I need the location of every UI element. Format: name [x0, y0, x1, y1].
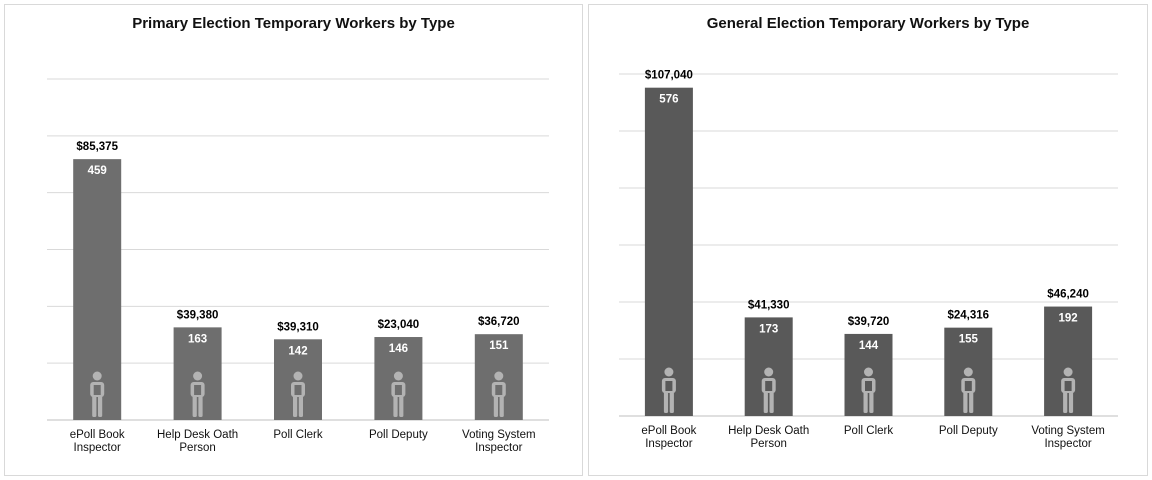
person-icon	[391, 371, 406, 417]
general-chart-panel: General Election Temporary Workers by Ty…	[588, 4, 1148, 476]
person-icon	[961, 367, 976, 413]
cost-label: $46,240	[1047, 289, 1089, 301]
category-label: Help Desk Oath Person	[728, 425, 809, 450]
person-icon	[491, 371, 506, 417]
category-label-line: Voting System	[462, 429, 536, 441]
chart-title: Primary Election Temporary Workers by Ty…	[132, 15, 455, 32]
bar	[73, 159, 122, 420]
category-label-line: Person	[750, 438, 786, 450]
bar-group: 144 $39,720 Poll Clerk	[844, 316, 893, 437]
count-label: 151	[489, 340, 509, 352]
cost-label: $85,375	[76, 141, 118, 153]
count-label: 459	[88, 165, 107, 177]
bar-group: 459 $85,375 ePoll Book Inspector	[70, 141, 125, 454]
bar-group: 576 $107,040 ePoll Book Inspector	[641, 70, 696, 450]
category-label: Voting System Inspector	[1031, 425, 1105, 450]
cost-label: $36,720	[478, 316, 520, 328]
category-label-line: Inspector	[1044, 438, 1091, 450]
bar	[644, 87, 693, 417]
chart-title: General Election Temporary Workers by Ty…	[706, 15, 1030, 32]
category-label: Poll Deputy	[369, 429, 428, 441]
category-label-line: Poll Deputy	[369, 429, 428, 441]
cost-label: $39,380	[177, 309, 219, 321]
category-label: ePoll Book Inspector	[70, 429, 125, 454]
category-label: Poll Deputy	[939, 425, 998, 437]
category-label-line: ePoll Book	[70, 429, 125, 441]
cost-label: $41,330	[748, 299, 790, 311]
bar-group: 151 $36,720 Voting System Inspector	[462, 316, 536, 454]
count-label: 146	[389, 343, 408, 355]
count-label: 192	[1059, 313, 1078, 325]
category-label-line: Inspector	[74, 442, 121, 454]
category-label: Help Desk Oath Person	[157, 429, 238, 454]
category-label-line: ePoll Book	[641, 425, 696, 437]
category-label-line: Poll Clerk	[844, 425, 893, 437]
bar-group: 155 $24,316 Poll Deputy	[939, 310, 998, 437]
bar-group: 163 $39,380 Help Desk Oath Person	[157, 309, 238, 454]
category-label: Poll Clerk	[844, 425, 893, 437]
count-label: 576	[659, 94, 678, 106]
count-label: 144	[859, 340, 879, 352]
cost-label: $23,040	[378, 319, 420, 331]
count-label: 142	[288, 345, 307, 357]
category-label: Voting System Inspector	[462, 429, 536, 454]
bar	[1044, 306, 1093, 416]
category-label: Poll Clerk	[273, 429, 322, 441]
bar-group: 192 $46,240 Voting System Inspector	[1031, 289, 1105, 450]
cost-label: $24,316	[948, 310, 990, 322]
person-icon	[661, 367, 676, 413]
category-label-line: Help Desk Oath	[157, 429, 238, 441]
person-icon	[761, 367, 776, 413]
person-icon	[861, 367, 876, 413]
person-icon	[291, 371, 305, 417]
category-label: ePoll Book Inspector	[641, 425, 696, 450]
primary-chart-panel: Primary Election Temporary Workers by Ty…	[4, 4, 583, 476]
bar-group: 142 $39,310 Poll Clerk	[273, 321, 322, 441]
cost-label: $107,040	[645, 70, 693, 82]
bar-group: 146 $23,040 Poll Deputy	[369, 319, 428, 441]
person-icon	[1061, 367, 1076, 413]
cost-label: $39,720	[848, 316, 890, 328]
category-label-line: Inspector	[475, 442, 522, 454]
bar-group: 173 $41,330 Help Desk Oath Person	[728, 299, 809, 450]
person-icon	[90, 371, 105, 417]
count-label: 163	[188, 333, 207, 345]
person-icon	[190, 371, 205, 417]
category-label-line: Person	[179, 442, 215, 454]
bar	[744, 317, 793, 416]
category-label-line: Inspector	[645, 438, 692, 450]
category-label-line: Voting System	[1031, 425, 1105, 437]
count-label: 173	[759, 323, 778, 335]
category-label-line: Poll Deputy	[939, 425, 998, 437]
count-label: 155	[959, 334, 979, 346]
category-label-line: Poll Clerk	[273, 429, 322, 441]
gridlines	[619, 73, 1118, 417]
cost-label: $39,310	[277, 321, 319, 333]
category-label-line: Help Desk Oath	[728, 425, 809, 437]
